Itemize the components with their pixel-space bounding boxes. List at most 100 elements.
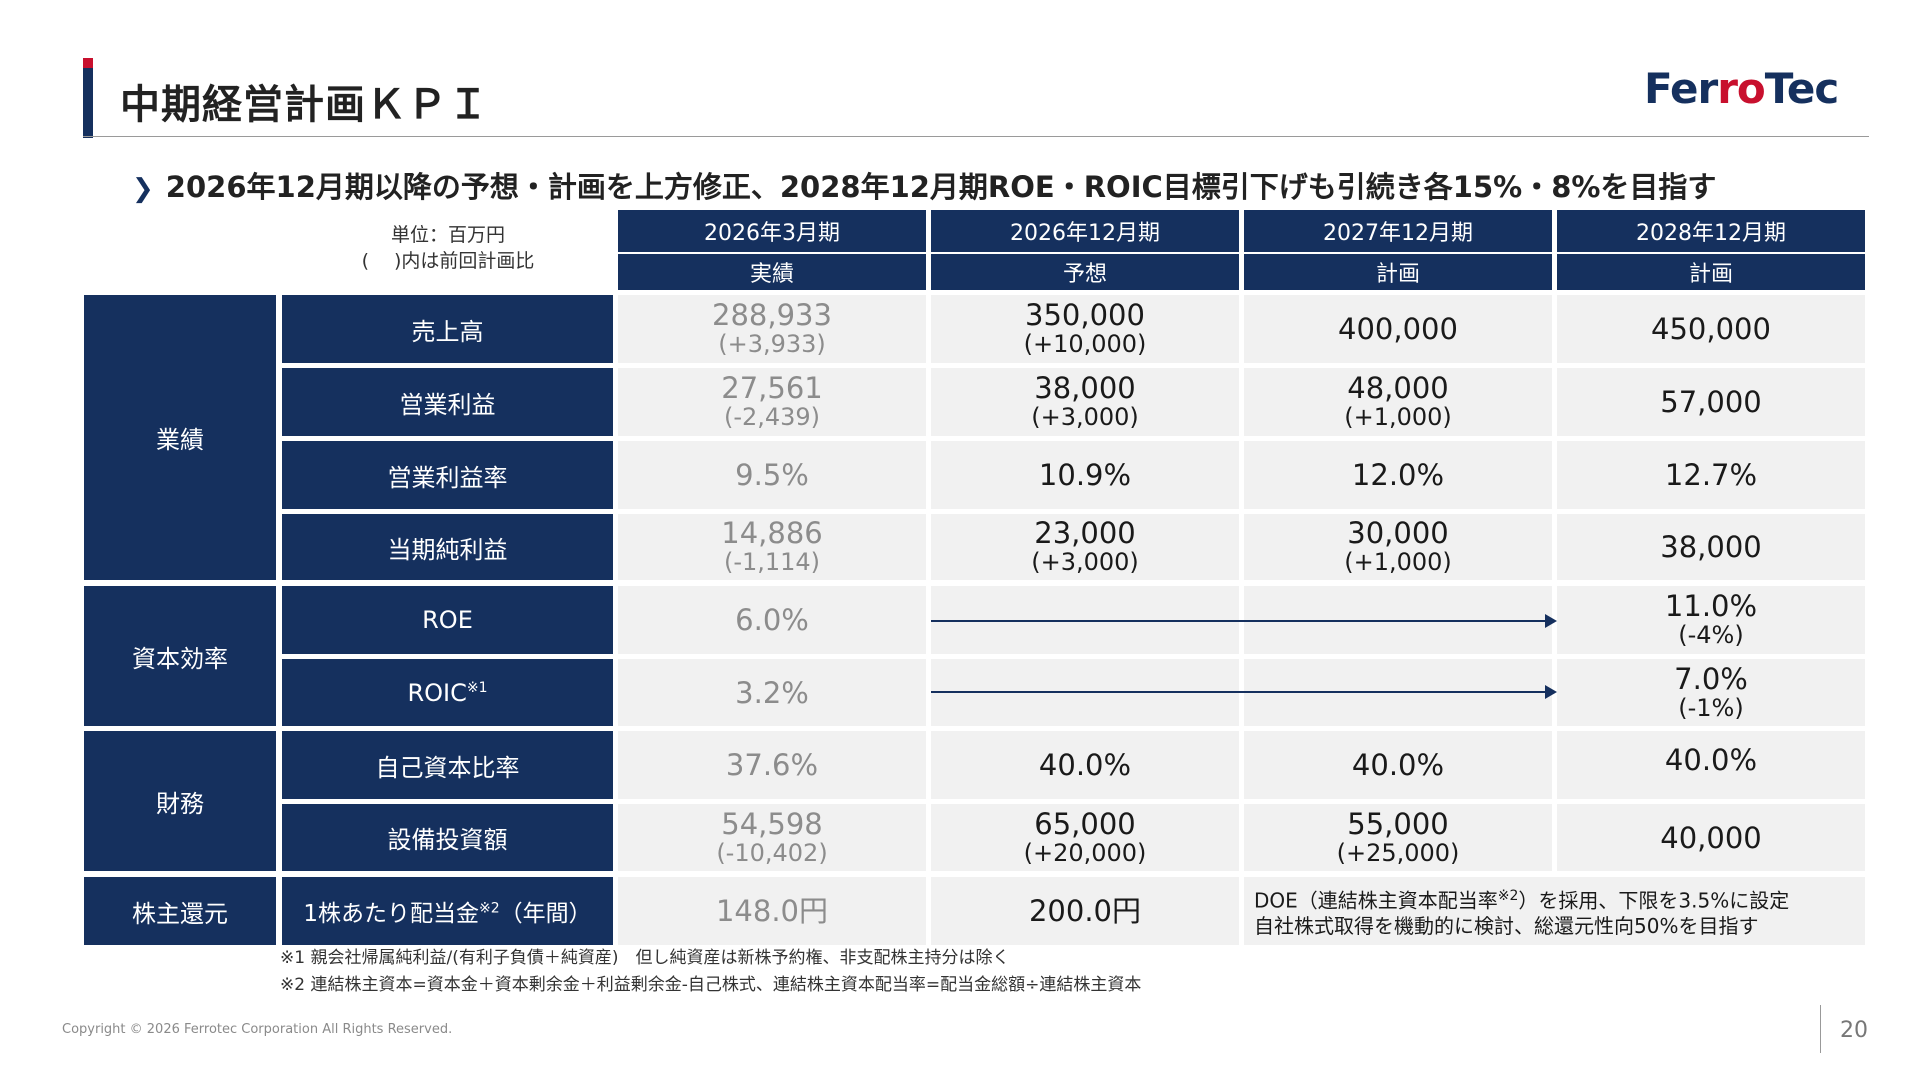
cell-dividend-policy: DOE（連結株主資本配当率※2）を採用、下限を3.5%に設定 自社株式取得を機動… — [1244, 877, 1865, 945]
copyright: Copyright © 2026 Ferrotec Corporation Al… — [62, 1022, 453, 1037]
company-logo: FerroTec — [1644, 64, 1844, 114]
row-label-equity-ratio: 自己資本比率 — [282, 731, 613, 799]
cell-capex-2028: 40,000 — [1557, 804, 1865, 871]
value: 54,598 — [721, 806, 823, 841]
diff: (-4%) — [1678, 621, 1744, 649]
row-label-roe: ROE — [282, 586, 613, 654]
label-tail: （年間） — [499, 901, 592, 927]
logo-part-c: Tec — [1764, 64, 1839, 113]
cell-op-profit-2026: 38,000 (+3,000) — [931, 368, 1239, 436]
value: 350,000 — [1025, 298, 1145, 332]
value: 288,933 — [712, 298, 832, 332]
value: 40,000 — [1660, 820, 1762, 855]
value: 450,000 — [1651, 312, 1771, 346]
value: 57,000 — [1660, 385, 1762, 419]
category-performance: 業績 — [84, 295, 276, 580]
value: 6.0% — [735, 603, 809, 637]
diff: (+10,000) — [1023, 330, 1147, 358]
chevron-right-icon: ❯ — [132, 174, 154, 204]
footnote-mark: ※2 — [479, 900, 500, 917]
category-capital: 資本効率 — [84, 586, 276, 726]
diff: (+25,000) — [1336, 838, 1460, 867]
cell-sales-2026: 350,000 (+10,000) — [931, 295, 1239, 363]
diff: (+3,933) — [718, 330, 826, 358]
cell-dividend-2026: 200.0円 — [931, 877, 1239, 945]
policy-line-2: 自社株式取得を機動的に検討、総還元性向50%を目指す — [1254, 914, 1759, 939]
value: 65,000 — [1034, 806, 1136, 841]
category-finance: 財務 — [84, 731, 276, 871]
value: 11.0% — [1664, 589, 1758, 623]
value: 12.0% — [1351, 458, 1445, 492]
value: 48,000 — [1347, 371, 1449, 405]
diff: (+3,000) — [1031, 403, 1139, 431]
col-header-type-3: 計画 — [1557, 254, 1865, 290]
value: 10.9% — [1038, 458, 1132, 492]
footnote-2: ※2 連結株主資本=資本金＋資本剰余金＋利益剰余金-自己株式、連結株主資本配当率… — [280, 975, 1142, 995]
page-title: 中期経営計画ＫＰＩ — [120, 82, 489, 128]
value: 400,000 — [1338, 312, 1458, 346]
value: 200.0円 — [1028, 894, 1142, 928]
label-text: 1株あたり配当金 — [303, 901, 479, 927]
roic-trend-arrow-line — [931, 691, 1546, 693]
col-header-type-2: 計画 — [1244, 254, 1552, 290]
col-header-period-0: 2026年3月期 — [618, 210, 926, 252]
cell-net-income-2026: 23,000 (+3,000) — [931, 514, 1239, 580]
footnote-mark: ※1 — [466, 679, 488, 696]
value: 38,000 — [1034, 371, 1136, 405]
cell-dividend-actual: 148.0円 — [618, 877, 926, 945]
arrow-right-icon — [1545, 685, 1557, 699]
logo-part-b: ro — [1717, 64, 1766, 113]
row-label-sales: 売上高 — [282, 295, 613, 363]
col-header-type-0: 実績 — [618, 254, 926, 290]
row-label-op-profit: 営業利益 — [282, 368, 613, 436]
row-label-roic: ROIC※1 — [282, 659, 613, 726]
cell-net-income-2028: 38,000 — [1557, 514, 1865, 580]
unit-line-1: 単位：百万円 — [390, 224, 505, 246]
cell-roe-actual: 6.0% — [618, 586, 926, 654]
value: 23,000 — [1034, 516, 1136, 550]
cell-equity-ratio-actual: 37.6% — [618, 731, 926, 799]
page-number: 20 — [1840, 1018, 1868, 1043]
title-divider — [83, 136, 1869, 137]
col-header-period-2: 2027年12月期 — [1244, 210, 1552, 252]
cell-equity-ratio-2028: 40.0% — [1557, 731, 1865, 799]
diff: (+3,000) — [1031, 548, 1139, 576]
cell-roic-2028: 7.0% (-1%) — [1557, 659, 1865, 726]
row-label-dividend: 1株あたり配当金※2（年間） — [282, 877, 613, 945]
arrow-right-icon — [1545, 614, 1557, 628]
diff: (-1,114) — [723, 548, 821, 576]
value: 40.0% — [1664, 743, 1758, 777]
diff: (-2,439) — [723, 403, 821, 431]
cell-capex-2027: 55,000 (+25,000) — [1244, 804, 1552, 871]
cell-op-margin-2027: 12.0% — [1244, 441, 1552, 509]
cell-equity-ratio-2027: 40.0% — [1244, 731, 1552, 799]
col-header-period-3: 2028年12月期 — [1557, 210, 1865, 252]
diff: (+1,000) — [1344, 403, 1452, 431]
row-label-net-income: 当期純利益 — [282, 514, 613, 580]
cell-roe-2028: 11.0% (-4%) — [1557, 586, 1865, 654]
col-header-period-1: 2026年12月期 — [931, 210, 1239, 252]
diff: (+1,000) — [1344, 548, 1452, 576]
footnotes: ※1 親会社帰属純利益/(有利子負債＋純資産) 但し純資産は新株予約権、非支配株… — [280, 945, 1141, 999]
col-header-type-1: 予想 — [931, 254, 1239, 290]
page-number-divider — [1820, 1005, 1821, 1053]
cell-capex-actual: 54,598 (-10,402) — [618, 804, 926, 871]
category-shareholder: 株主還元 — [84, 877, 276, 945]
cell-sales-2028: 450,000 — [1557, 295, 1865, 363]
title-accent-bar — [83, 58, 93, 138]
value: 14,886 — [721, 516, 823, 550]
value: 40.0% — [1351, 748, 1445, 782]
diff: (-10,402) — [716, 838, 828, 867]
footnote-1: ※1 親会社帰属純利益/(有利子負債＋純資産) 但し純資産は新株予約権、非支配株… — [280, 948, 1010, 968]
cell-op-margin-2028: 12.7% — [1557, 441, 1865, 509]
title-accent-mark — [83, 58, 93, 68]
cell-op-profit-2027: 48,000 (+1,000) — [1244, 368, 1552, 436]
value: 55,000 — [1347, 806, 1449, 841]
cell-net-income-2027: 30,000 (+1,000) — [1244, 514, 1552, 580]
unit-line-2: ( )内は前回計画比 — [361, 250, 535, 272]
value: 3.2% — [735, 675, 809, 710]
cell-net-income-actual: 14,886 (-1,114) — [618, 514, 926, 580]
row-label-capex: 設備投資額 — [282, 804, 613, 871]
logo-part-a: Fer — [1644, 64, 1718, 113]
cell-op-margin-2026: 10.9% — [931, 441, 1239, 509]
